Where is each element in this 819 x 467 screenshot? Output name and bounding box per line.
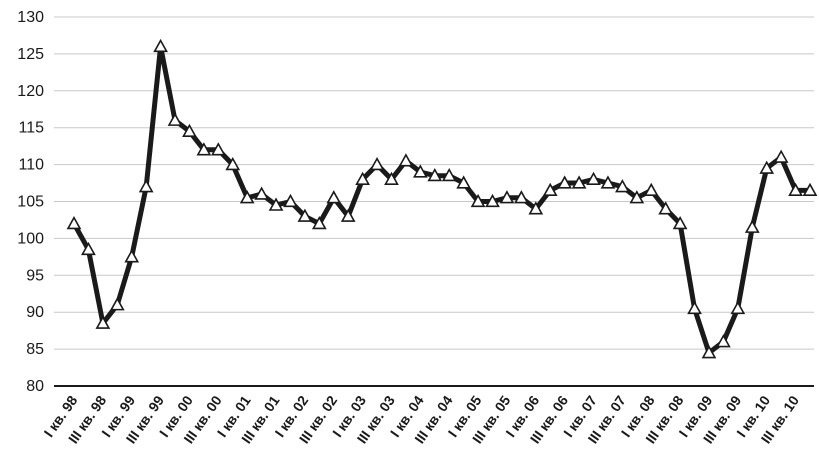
data-point-marker: [716, 334, 731, 348]
data-point-marker: [470, 193, 486, 208]
data-point-marker: [456, 175, 472, 189]
data-point-marker: [95, 315, 111, 329]
data-point-marker: [773, 149, 789, 163]
data-point-marker: [182, 123, 197, 137]
data-point-marker: [441, 168, 457, 182]
data-point-marker: [153, 38, 168, 53]
data-point-marker: [326, 190, 342, 204]
y-tick-label: 115: [18, 120, 44, 137]
data-point-marker: [802, 182, 818, 197]
data-point-marker: [268, 197, 284, 211]
y-tick-label: 90: [26, 304, 44, 321]
data-point-marker: [66, 215, 82, 230]
data-point-marker: [615, 179, 630, 193]
data-point-marker: [81, 241, 96, 256]
data-point-marker: [167, 112, 183, 126]
data-point-marker: [485, 193, 500, 208]
y-tick-label: 110: [18, 157, 44, 174]
data-point-marker: [311, 215, 327, 230]
series-line: [71, 44, 813, 356]
data-point-marker: [788, 182, 803, 197]
data-point-marker: [701, 345, 717, 359]
series: [66, 38, 818, 359]
y-tick-label: 85: [26, 341, 44, 358]
data-point-marker: [283, 193, 298, 208]
data-point-marker: [384, 171, 399, 185]
data-point-marker: [629, 190, 645, 204]
data-point-marker: [744, 219, 760, 233]
data-point-marker: [369, 156, 385, 171]
data-point-marker: [586, 171, 601, 185]
data-point-marker: [687, 300, 702, 315]
y-tick-label: 130: [17, 9, 44, 26]
data-point-marker: [225, 156, 241, 171]
data-point-marker: [297, 208, 313, 222]
data-point-marker: [239, 190, 255, 204]
data-point-marker: [759, 160, 775, 174]
data-point-marker: [340, 208, 356, 222]
y-tick-label: 120: [17, 83, 44, 100]
y-tick-label: 105: [17, 194, 44, 211]
y-tick-label: 80: [26, 378, 44, 395]
data-point-marker: [658, 201, 674, 215]
data-point-marker: [138, 179, 154, 193]
y-tick-label: 95: [26, 267, 44, 284]
data-point-marker: [254, 186, 269, 200]
data-point-marker: [427, 168, 443, 182]
data-point-marker: [643, 182, 659, 197]
data-point-marker: [398, 153, 414, 167]
data-point-marker: [412, 164, 428, 178]
data-point-marker: [528, 201, 544, 215]
data-point-marker: [571, 175, 587, 189]
data-point-marker: [672, 215, 688, 230]
grid-lines: [54, 16, 814, 350]
data-point-marker: [109, 297, 125, 311]
data-point-marker: [730, 300, 746, 315]
data-point-marker: [355, 171, 370, 185]
data-point-marker: [600, 175, 616, 189]
y-tick-labels: 80 85 90 95 100 105 110 115 120 125 130: [17, 9, 44, 395]
data-point-marker: [514, 190, 529, 204]
data-point-marker: [557, 175, 573, 189]
data-point-marker: [210, 142, 226, 156]
data-point-marker: [196, 142, 212, 156]
data-point-marker: [499, 190, 515, 204]
y-tick-label: 100: [17, 230, 44, 247]
data-point-marker: [542, 182, 558, 197]
data-point-marker: [124, 249, 140, 263]
y-tick-label: 125: [17, 46, 44, 63]
